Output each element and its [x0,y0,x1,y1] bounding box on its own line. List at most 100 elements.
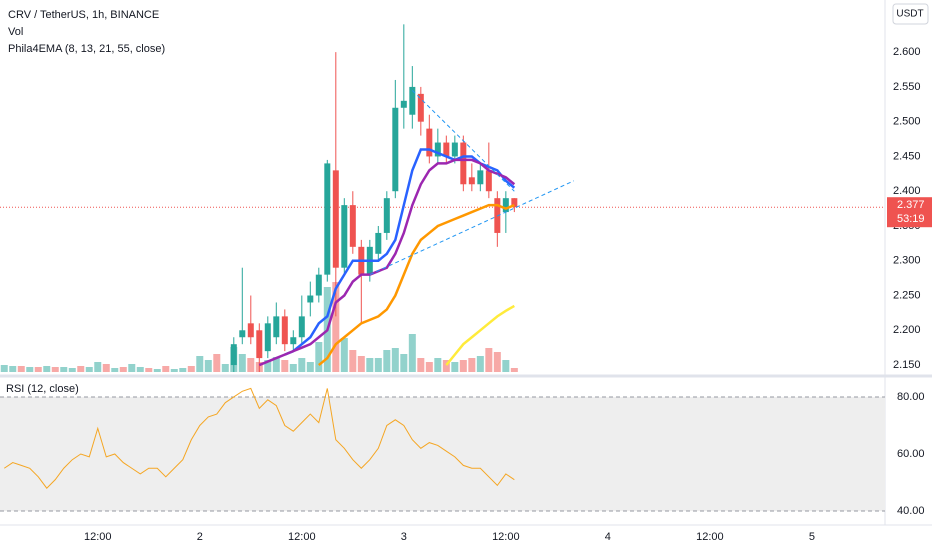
candle-body [281,316,288,345]
candle-body [315,274,322,296]
candle-body [349,205,356,247]
volume-bar [102,364,110,372]
candle-body [273,316,280,338]
candle-body [324,163,331,275]
volume-bar [51,367,59,372]
volume-bar [298,358,306,372]
countdown-label: 53:19 [897,213,925,225]
rsi-tick-label: 60.00 [897,448,925,460]
last-price-label: 2.377 [897,199,925,211]
y-tick-label: 2.600 [893,46,921,58]
candle-body [443,142,450,157]
candle-body [332,170,339,268]
y-tick-label: 2.500 [893,116,921,128]
trend-line [411,90,515,192]
candle-body [256,330,263,359]
candle-body [417,93,424,122]
volume-bar [425,362,433,372]
volume-bar [60,367,68,372]
volume-bar [43,366,51,372]
candle-body [434,142,441,157]
currency-box[interactable] [892,3,929,25]
volume-bar [238,354,246,372]
volume-label: Vol [8,26,23,38]
volume-bar [281,360,289,372]
volume-bar [162,366,170,372]
x-tick-label: 12:00 [492,531,520,543]
volume-bar [213,354,221,372]
candle-body [485,170,492,192]
volume-bar [476,356,484,372]
volume-bar [111,368,119,372]
volume-bar [77,366,85,372]
volume-bar [179,368,187,372]
volume-bar [510,368,518,372]
volume-bar [502,360,510,372]
volume-bar [485,348,493,372]
rsi-line [3,387,515,489]
volume-bar [332,282,340,372]
volume-bar [136,367,144,372]
x-tick-label: 12:00 [288,531,316,543]
volume-bar [459,360,467,372]
candle-body [298,316,305,338]
candle-body [477,170,484,185]
volume-bar [85,367,93,372]
volume-bar [153,369,161,372]
currency: USDT [896,9,923,20]
rsi-title: RSI (12, close) [6,383,79,395]
candle-body [341,205,348,268]
volume-bar [187,366,195,372]
candle-body [392,107,399,192]
y-tick-label: 2.150 [893,359,921,371]
rsi-tick-label: 40.00 [897,505,925,517]
volume-bar [366,358,374,372]
candle-body [247,323,254,338]
candle-body [400,100,407,108]
volume-bar [221,364,229,372]
volume-bar [17,366,25,372]
indicator-label: Phila4EMA (8, 13, 21, 55, close) [8,43,165,55]
x-tick-label: 12:00 [84,531,112,543]
volume-bar [9,366,17,372]
volume-bar [391,348,399,372]
x-tick-label: 12:00 [696,531,724,543]
chart-title: CRV / TetherUS, 1h, BINANCE [8,9,159,21]
y-tick-label: 2.300 [893,255,921,267]
candle-body [307,295,314,303]
candle-body [451,142,458,157]
volume-bar [340,338,348,372]
x-tick-label: 4 [605,531,611,543]
volume-bar [468,358,476,372]
candle-body [426,128,433,157]
candle-body [230,344,237,366]
rsi-tick-label: 80.00 [897,391,925,403]
y-tick-label: 2.200 [893,324,921,336]
candle-body [502,198,509,213]
volume-bar [357,356,365,372]
y-tick-label: 2.400 [893,185,921,197]
volume-bar [442,360,450,372]
x-tick-label: 3 [401,531,407,543]
volume-bar [196,356,204,372]
candle-body [409,86,416,115]
volume-bar [400,354,408,372]
candle-body [239,330,246,338]
candle-body [511,198,518,208]
volume-bar [0,365,8,372]
volume-bar [383,350,391,372]
rsi-band [0,396,885,512]
x-tick-label: 5 [809,531,815,543]
volume-bar [315,342,323,372]
volume-bar [349,350,357,372]
volume-bar [119,367,127,372]
volume-bar [128,364,136,372]
trend-line [369,180,575,276]
volume-bar [68,368,76,372]
y-tick-label: 2.250 [893,289,921,301]
candle-body [290,337,297,345]
ema-line [318,203,515,367]
y-tick-label: 2.550 [893,81,921,93]
